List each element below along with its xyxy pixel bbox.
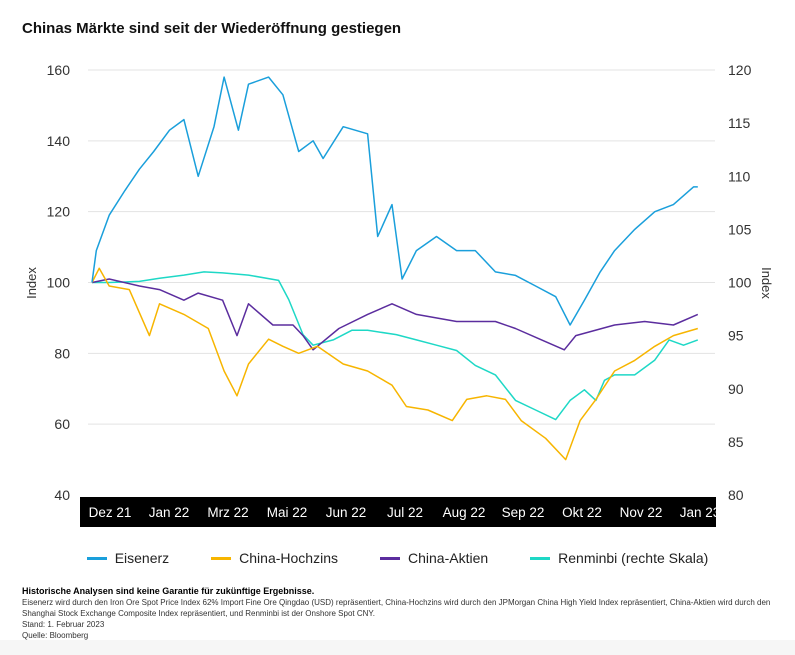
x-tick-label: Aug 22 bbox=[443, 505, 486, 520]
x-tick-label: Mrz 22 bbox=[207, 505, 248, 520]
legend-item: Eisenerz bbox=[86, 550, 170, 566]
legend-label: China-Hochzins bbox=[239, 550, 338, 566]
legend-label: Renminbi (rechte Skala) bbox=[558, 550, 709, 566]
x-axis-bar bbox=[80, 497, 716, 527]
legend-label: China-Aktien bbox=[407, 550, 489, 566]
disclaimer: Historische Analysen sind keine Garantie… bbox=[22, 586, 315, 596]
x-tick-label: Okt 22 bbox=[562, 505, 602, 520]
x-tick-label: Nov 22 bbox=[620, 505, 663, 520]
footnote: Eisenerz wird durch den Iron Ore Spot Pr… bbox=[22, 598, 771, 618]
bottom-strip bbox=[0, 640, 795, 655]
y2-tick-label: 100 bbox=[728, 275, 752, 291]
y-tick-label: 100 bbox=[47, 275, 71, 291]
series-line-eisenerz bbox=[91, 76, 698, 326]
legend-swatch bbox=[211, 556, 232, 560]
y2-tick-label: 115 bbox=[728, 115, 751, 131]
series-line-renminbi bbox=[92, 271, 699, 421]
series-line-china-hochzins bbox=[91, 267, 699, 461]
y-tick-label: 80 bbox=[54, 345, 70, 361]
as-of-date: Stand: 1. Februar 2023 bbox=[22, 620, 105, 629]
legend-swatch bbox=[379, 556, 400, 560]
y2-tick-label: 105 bbox=[728, 221, 752, 237]
x-tick-label: Jul 22 bbox=[387, 505, 423, 520]
legend-item: Renminbi (rechte Skala) bbox=[530, 550, 708, 566]
x-tick-label: Sep 22 bbox=[502, 505, 545, 520]
x-tick-label: Jun 22 bbox=[326, 505, 367, 520]
y2-tick-label: 85 bbox=[728, 434, 744, 450]
y2-tick-label: 110 bbox=[728, 168, 751, 184]
y2-tick-label: 95 bbox=[728, 328, 744, 344]
y2-tick-label: 120 bbox=[728, 62, 752, 78]
legend-item: China-Aktien bbox=[379, 550, 489, 566]
x-tick-label: Jan 22 bbox=[149, 505, 190, 520]
legend-swatch bbox=[86, 556, 107, 560]
y-tick-label: 160 bbox=[47, 62, 71, 78]
y-tick-label: 60 bbox=[54, 416, 70, 432]
chart-title: Chinas Märkte sind seit der Wiederöffnun… bbox=[22, 20, 402, 37]
source: Quelle: Bloomberg bbox=[22, 631, 89, 640]
series-line-china-aktien bbox=[91, 278, 699, 351]
y2-axis-label: Index bbox=[759, 267, 774, 299]
line-chart: 40 60 80 100 120 140 160 80 85 90 95 100 105 110 115 12… bbox=[24, 62, 774, 527]
y2-tick-label: 80 bbox=[728, 487, 744, 503]
y2-tick-label: 90 bbox=[728, 381, 744, 397]
legend: Eisenerz China-Hochzins China-Aktien Renmin… bbox=[0, 550, 795, 566]
legend-swatch bbox=[530, 556, 551, 560]
y-tick-label: 140 bbox=[47, 133, 71, 149]
y-axis-label: Index bbox=[24, 267, 39, 299]
footer: Historische Analysen sind keine Garantie… bbox=[22, 586, 782, 641]
y-tick-label: 120 bbox=[47, 204, 71, 220]
x-tick-label: Mai 22 bbox=[267, 505, 308, 520]
y-tick-label: 40 bbox=[54, 487, 70, 503]
legend-label: Eisenerz bbox=[114, 550, 170, 566]
x-tick-label: Jan 23 bbox=[680, 505, 721, 520]
x-tick-label: Dez 21 bbox=[89, 505, 132, 520]
legend-item: China-Hochzins bbox=[211, 550, 338, 566]
